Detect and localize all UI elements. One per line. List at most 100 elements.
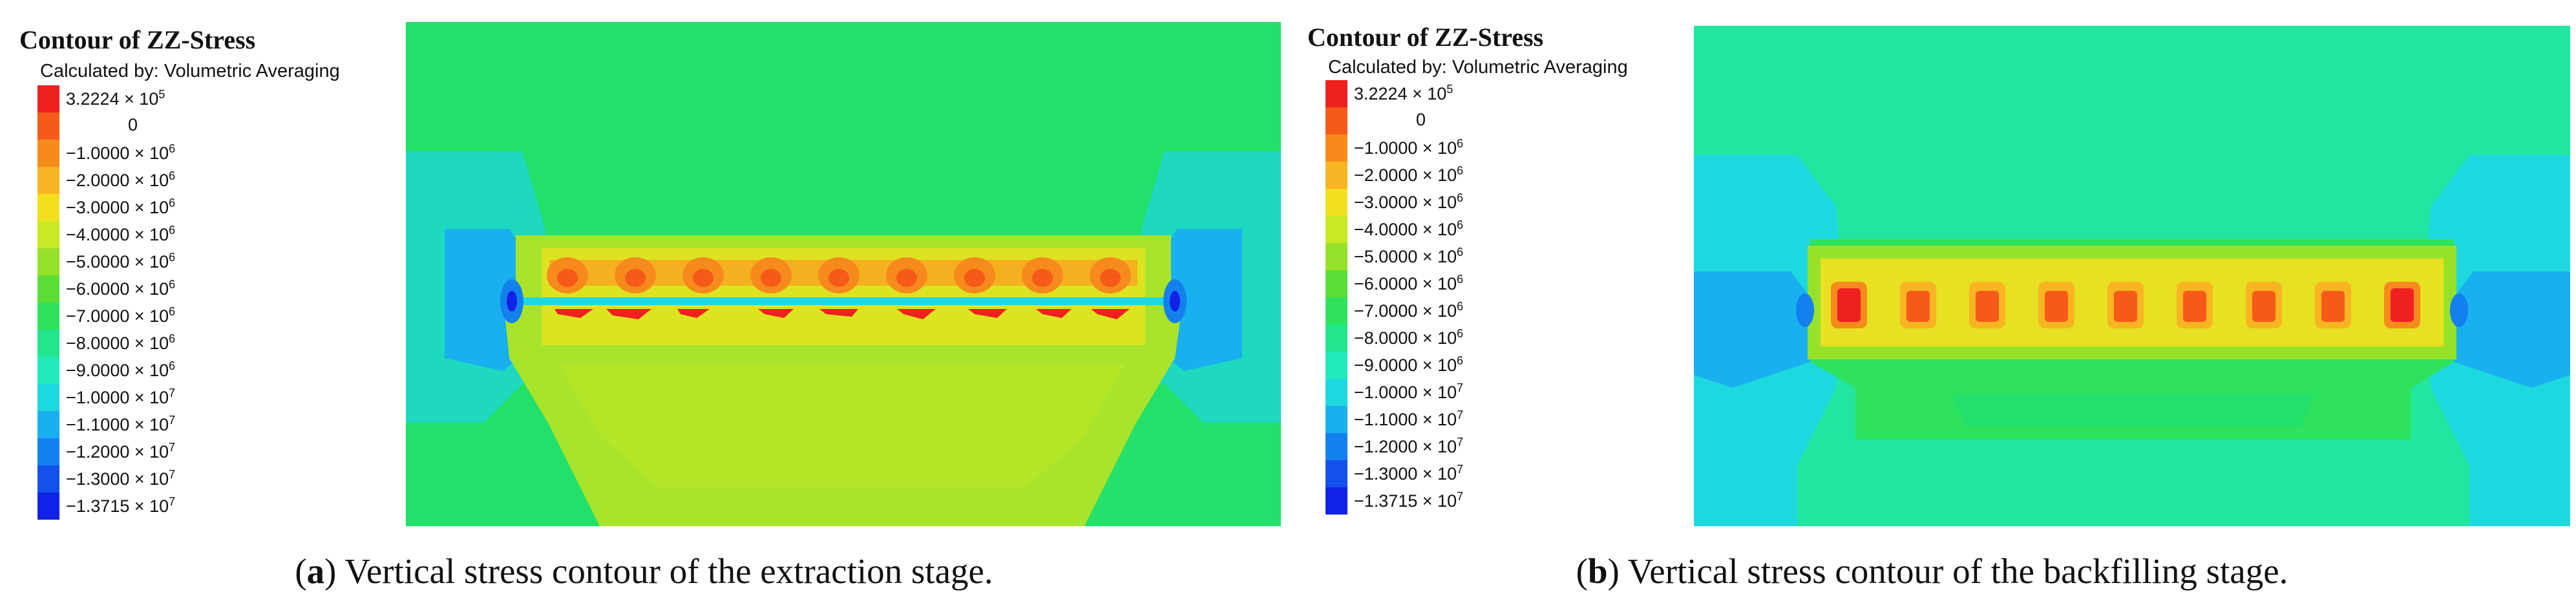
- legend-exponent: 6: [1457, 300, 1464, 313]
- legend-value: −3.0000 × 10: [1354, 193, 1457, 212]
- legend-exponent: 6: [169, 224, 176, 237]
- legend-label: −3.0000 × 106: [66, 196, 175, 218]
- legend-label: −1.2000 × 107: [1354, 436, 1463, 457]
- legend-swatch: [37, 140, 59, 167]
- legend-exponent: 6: [1457, 327, 1464, 340]
- legend-swatch: [37, 357, 59, 384]
- legend-value: −6.0000 × 10: [1354, 274, 1457, 293]
- legend-label: −1.2000 × 107: [66, 441, 175, 462]
- legend-value: −6.0000 × 10: [66, 279, 169, 299]
- legend-value: −1.3000 × 10: [66, 469, 169, 489]
- legend-swatch: [1325, 460, 1347, 487]
- legend-swatch: [37, 194, 59, 221]
- legend-value: 3.2224 × 10: [1354, 84, 1447, 103]
- legend-label: 0: [128, 115, 138, 134]
- caption-text: Vertical stress contour of the backfilli…: [1627, 551, 2288, 591]
- legend-swatch: [37, 411, 59, 438]
- legend-label: −5.0000 × 106: [1354, 246, 1463, 267]
- legend-value: −9.0000 × 10: [1354, 356, 1457, 375]
- legend-value: −8.0000 × 10: [1354, 328, 1457, 348]
- legend-label: −1.1000 × 107: [66, 414, 175, 435]
- legend-swatch: [1325, 297, 1347, 324]
- legend-title: Contour of ZZ-Stress: [1307, 23, 1544, 52]
- stress-contour-plot-extraction: [406, 22, 1281, 526]
- legend-value: −2.0000 × 10: [1354, 165, 1457, 185]
- legend-exponent: 5: [158, 88, 165, 101]
- legend-value: −9.0000 × 10: [66, 361, 169, 380]
- legend-exponent: 6: [169, 251, 176, 264]
- legend-exponent: 6: [169, 359, 176, 372]
- legend-swatch: [1325, 433, 1347, 460]
- legend-label: −1.0000 × 107: [66, 387, 175, 408]
- legend-swatch: [1325, 216, 1347, 243]
- legend-swatch: [1325, 352, 1347, 379]
- legend-exponent: 7: [169, 414, 176, 427]
- legend-label: −8.0000 × 106: [1354, 327, 1463, 348]
- contour-center-green-inner: [1952, 394, 2314, 427]
- legend-exponent: 6: [169, 305, 176, 318]
- legend-value: −1.0000 × 10: [1354, 383, 1457, 402]
- caption-letter: b: [1587, 551, 1608, 591]
- legend-swatch: [1325, 134, 1347, 162]
- legend-label: −1.3000 × 107: [66, 468, 175, 489]
- legend-exponent: 6: [169, 142, 176, 155]
- panel-a: Contour of ZZ-Stress Calculated by: Volu…: [19, 22, 1281, 591]
- legend-swatch: [37, 384, 59, 411]
- legend-value: −7.0000 × 10: [1354, 301, 1457, 321]
- legend-value: −1.1000 × 10: [1354, 410, 1457, 429]
- contour-upper-lobes: [547, 257, 1131, 293]
- legend-subtitle: Calculated by: Volumetric Averaging: [1328, 57, 1628, 78]
- legend-swatch: [1325, 487, 1347, 515]
- legend-label: −2.0000 × 106: [1354, 164, 1463, 186]
- legend-value: −5.0000 × 10: [66, 252, 169, 271]
- legend-label: −3.0000 × 106: [1354, 191, 1463, 213]
- legend-exponent: 7: [1457, 381, 1464, 394]
- legend-value: −5.0000 × 10: [1354, 247, 1457, 266]
- legend-value: −4.0000 × 10: [66, 225, 169, 244]
- legend-swatch: [1325, 162, 1347, 189]
- legend-value: 3.2224 × 10: [66, 89, 159, 109]
- legend-exponent: 7: [1457, 463, 1464, 476]
- legend-swatch: [1325, 243, 1347, 270]
- legend-value: −4.0000 × 10: [1354, 220, 1457, 239]
- legend-exponent: 7: [169, 468, 176, 481]
- legend-value: −1.3715 × 10: [66, 496, 169, 516]
- legend-exponent: 6: [169, 332, 176, 345]
- caption-text: Vertical stress contour of the extractio…: [344, 551, 993, 591]
- stress-contour-plot-backfilling: [1694, 26, 2570, 526]
- legend-subtitle: Calculated by: Volumetric Averaging: [40, 61, 340, 81]
- legend-label: −7.0000 × 106: [1354, 300, 1463, 321]
- legend-value: −1.2000 × 10: [1354, 437, 1457, 456]
- caption-letter: a: [306, 551, 325, 591]
- legend-label: −1.1000 × 107: [1354, 409, 1463, 430]
- legend-swatch: [37, 221, 59, 248]
- legend-swatch: [1325, 107, 1347, 134]
- legend-swatch: [1325, 189, 1347, 216]
- legend-label: −1.0000 × 106: [66, 142, 175, 164]
- legend-label: −9.0000 × 106: [1354, 354, 1463, 376]
- legend-value: −1.3000 × 10: [1354, 464, 1457, 483]
- legend-label: 3.2224 × 105: [66, 88, 165, 109]
- contour-side-left-blue: [1694, 271, 1810, 388]
- legend-title: Contour of ZZ-Stress: [19, 25, 256, 54]
- legend-swatch: [37, 167, 59, 194]
- legend-exponent: 6: [1457, 273, 1464, 286]
- legend-label: −1.3715 × 107: [1354, 490, 1463, 511]
- legend-value: −1.3715 × 10: [1354, 491, 1457, 511]
- contour-lower-streaks: [554, 309, 1130, 319]
- legend-exponent: 7: [1457, 409, 1464, 421]
- legend-exponent: 6: [169, 169, 176, 182]
- legend-value: −2.0000 × 10: [66, 171, 169, 190]
- legend-label: −1.0000 × 106: [1354, 137, 1463, 158]
- contour-left-end-blue: [1796, 293, 1814, 327]
- legend-exponent: 7: [1457, 436, 1464, 449]
- legend-swatch: [1325, 406, 1347, 433]
- legend-label: −9.0000 × 106: [66, 359, 175, 381]
- legend-swatch: [37, 275, 59, 303]
- legend-swatch: [37, 493, 59, 520]
- legend-label: −1.3715 × 107: [66, 495, 175, 516]
- legend-exponent: 6: [1457, 218, 1464, 231]
- contour-pillar-blocks: [1831, 282, 2420, 328]
- legend-value: −1.0000 × 10: [66, 143, 169, 163]
- legend-swatch: [1325, 270, 1347, 297]
